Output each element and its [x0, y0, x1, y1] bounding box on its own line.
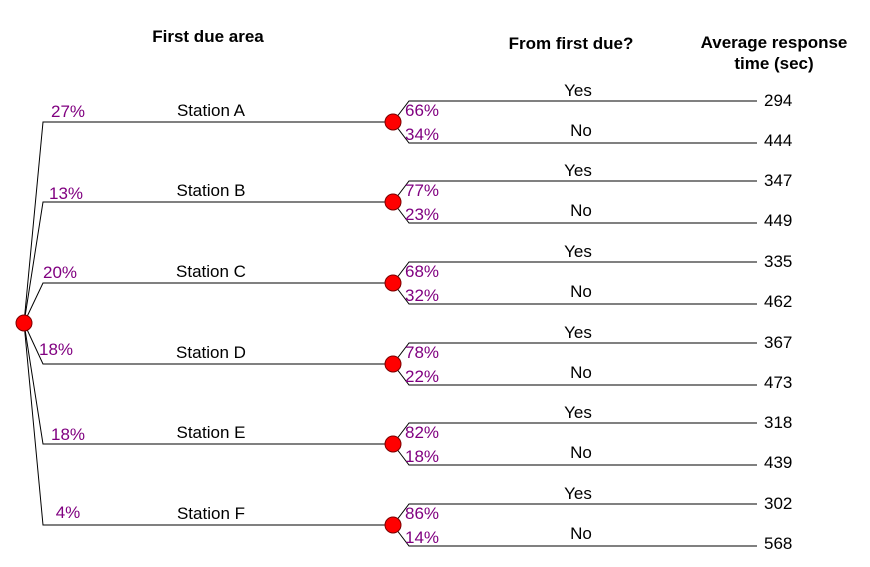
no-branch-label: No [570, 363, 592, 382]
chance-node-station-2 [384, 274, 402, 292]
no-percent-label: 14% [405, 528, 439, 547]
yes-percent-label: 82% [405, 423, 439, 442]
yes-branch-label: Yes [564, 403, 592, 422]
no-branch-label: No [570, 282, 592, 301]
yes-percent-label: 66% [405, 101, 439, 120]
header-average-response-line2: time (sec) [734, 54, 813, 73]
yes-percent-label: 86% [405, 504, 439, 523]
yes-branch-label: Yes [564, 81, 592, 100]
station-share-label: 27% [51, 102, 85, 121]
edge-station-5 [23, 322, 393, 526]
edge-yes-0 [392, 100, 757, 123]
no-response-time: 473 [764, 373, 792, 392]
edge-station-3 [23, 322, 393, 365]
header-first-due-area: First due area [152, 27, 264, 46]
no-response-time: 439 [764, 453, 792, 472]
no-percent-label: 22% [405, 367, 439, 386]
station-name-label: Station F [177, 504, 245, 523]
yes-branch-label: Yes [564, 161, 592, 180]
yes-branch-label: Yes [564, 484, 592, 503]
yes-percent-label: 77% [405, 181, 439, 200]
edge-no-0 [392, 121, 757, 144]
yes-percent-label: 68% [405, 262, 439, 281]
root-chance-node [15, 314, 33, 332]
no-percent-label: 23% [405, 205, 439, 224]
station-share-label: 20% [43, 263, 77, 282]
station-name-label: Station C [176, 262, 246, 281]
station-name-label: Station A [177, 101, 246, 120]
edge-no-3 [392, 363, 757, 386]
chance-node-station-4 [384, 435, 402, 453]
chance-node-station-3 [384, 355, 402, 373]
edge-station-2 [23, 282, 393, 324]
tree-labels: 27% Station A 66% 34% Yes No 294 444 13% Station … [39, 81, 792, 553]
tree-edges [23, 100, 757, 547]
no-response-time: 449 [764, 211, 792, 230]
yes-branch-label: Yes [564, 323, 592, 342]
no-branch-label: No [570, 524, 592, 543]
yes-response-time: 335 [764, 252, 792, 271]
station-share-label: 18% [51, 425, 85, 444]
station-name-label: Station D [176, 343, 246, 362]
no-branch-label: No [570, 201, 592, 220]
station-share-label: 4% [56, 503, 81, 522]
edge-yes-5 [392, 503, 757, 526]
yes-response-time: 294 [764, 91, 792, 110]
edge-no-4 [392, 443, 757, 466]
yes-response-time: 347 [764, 171, 792, 190]
edge-yes-3 [392, 342, 757, 365]
station-share-label: 18% [39, 340, 73, 359]
edge-no-1 [392, 201, 757, 224]
edge-yes-4 [392, 422, 757, 445]
edge-yes-1 [392, 180, 757, 203]
edge-station-1 [23, 201, 393, 324]
no-branch-label: No [570, 121, 592, 140]
edge-no-2 [392, 282, 757, 305]
edge-station-0 [23, 121, 393, 324]
edge-yes-2 [392, 261, 757, 284]
yes-response-time: 367 [764, 333, 792, 352]
edge-no-5 [392, 524, 757, 547]
no-response-time: 444 [764, 131, 792, 150]
station-share-label: 13% [49, 184, 83, 203]
yes-response-time: 318 [764, 413, 792, 432]
header-average-response-line1: Average response [701, 33, 848, 52]
no-response-time: 462 [764, 292, 792, 311]
tree-nodes [15, 113, 402, 534]
chance-node-station-0 [384, 113, 402, 131]
no-percent-label: 18% [405, 447, 439, 466]
station-name-label: Station B [177, 181, 246, 200]
no-branch-label: No [570, 443, 592, 462]
no-percent-label: 32% [405, 286, 439, 305]
yes-branch-label: Yes [564, 242, 592, 261]
header-from-first-due: From first due? [509, 34, 634, 53]
chance-node-station-5 [384, 516, 402, 534]
no-response-time: 568 [764, 534, 792, 553]
no-percent-label: 34% [405, 125, 439, 144]
yes-response-time: 302 [764, 494, 792, 513]
station-name-label: Station E [177, 423, 246, 442]
yes-percent-label: 78% [405, 343, 439, 362]
edge-station-4 [23, 322, 393, 445]
chance-node-station-1 [384, 193, 402, 211]
